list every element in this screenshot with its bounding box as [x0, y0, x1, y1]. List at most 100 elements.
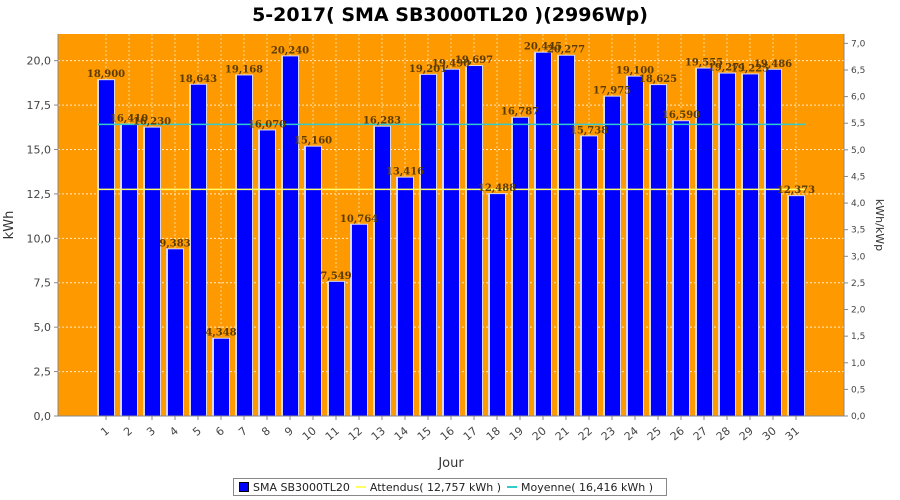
x-tick-label: 9: [282, 424, 296, 438]
data-label: 19,168: [225, 64, 263, 75]
y2-axis-title: kWh/kWp: [873, 199, 886, 251]
bar: [697, 68, 712, 416]
x-tick-label: 22: [576, 424, 595, 443]
data-label: 16,410: [110, 113, 148, 124]
bar: [467, 66, 482, 416]
data-label: 4,348: [205, 328, 236, 339]
bar: [306, 146, 321, 417]
y-tick-label: 12,5: [27, 188, 52, 201]
y2-tick-label: 2,5: [851, 279, 865, 289]
legend-swatch-attendus: [355, 486, 366, 488]
x-tick-label: 7: [236, 424, 250, 438]
x-tick-label: 20: [530, 424, 549, 443]
data-label: 16,230: [133, 117, 171, 128]
y2-tick-label: 0,5: [851, 385, 865, 395]
data-label: 13,416: [386, 167, 424, 178]
data-label: 20,445: [524, 42, 562, 53]
x-tick-label: 2: [121, 424, 135, 438]
x-tick-label: 16: [438, 424, 457, 443]
y2-tick-label: 6,5: [851, 66, 865, 76]
bar: [513, 117, 528, 417]
bar: [375, 126, 390, 416]
legend-swatch-moyenne: [507, 486, 518, 488]
x-axis-title: Jour: [437, 456, 464, 471]
x-tick-label: 11: [323, 424, 342, 443]
y2-tick-label: 1,0: [851, 359, 866, 369]
x-tick-label: 29: [737, 424, 756, 443]
data-label: 9,383: [159, 238, 190, 249]
data-label: 10,764: [340, 214, 378, 225]
chart-title: 5-2017( SMA SB3000TL20 )(2996Wp): [252, 4, 648, 26]
x-tick-label: 3: [144, 424, 158, 438]
bar: [214, 338, 229, 416]
data-label: 16,787: [501, 107, 539, 118]
y2-tick-label: 5,5: [851, 119, 865, 129]
x-tick-label: 27: [691, 424, 710, 443]
x-tick-label: 31: [783, 424, 802, 443]
y2-tick-label: 3,5: [851, 226, 865, 236]
data-label: 20,240: [271, 45, 309, 56]
data-label: 17,975: [593, 86, 631, 97]
data-label: 19,697: [455, 55, 493, 66]
bar: [260, 130, 275, 416]
bar: [237, 75, 252, 416]
x-tick-label: 4: [167, 424, 181, 438]
legend-swatch-series: [239, 482, 249, 492]
y2-tick-label: 2,0: [851, 306, 866, 316]
y2-tick-label: 6,0: [851, 93, 866, 103]
bar: [536, 52, 551, 416]
bar: [559, 55, 574, 416]
legend-item-moyenne: Moyenne( 16,416 kWh ): [507, 481, 653, 494]
x-tick-label: 8: [259, 424, 273, 438]
data-label: 19,490: [432, 59, 470, 70]
data-label: 7,549: [320, 271, 351, 282]
data-label: 19,201: [409, 64, 447, 75]
axes: 0,02,55,07,510,012,515,017,520,00,00,51,…: [27, 34, 866, 443]
y2-tick-label: 1,5: [851, 332, 865, 342]
y2-tick-label: 0,0: [851, 412, 866, 422]
data-label: 16,590: [662, 110, 700, 121]
x-tick-label: 12: [346, 424, 365, 443]
data-label: 19,555: [685, 58, 723, 69]
x-tick-label: 13: [369, 424, 388, 443]
x-tick-label: 19: [507, 424, 526, 443]
x-tick-label: 18: [484, 424, 503, 443]
bar: [421, 74, 436, 416]
legend-label-series: SMA SB3000TL20: [253, 480, 350, 494]
bar: [352, 224, 367, 416]
data-label: 16,070: [248, 119, 286, 130]
x-tick-label: 15: [415, 424, 434, 443]
y2-tick-label: 5,0: [851, 146, 866, 156]
bars-group: [97, 51, 805, 417]
bar: [283, 56, 298, 417]
data-label: 19,225: [731, 63, 769, 74]
data-label: 18,643: [179, 74, 217, 85]
x-tick-label: 10: [300, 424, 319, 443]
legend-label-moyenne: Moyenne( 16,416 kWh ): [521, 480, 654, 494]
data-label: 12,373: [777, 185, 815, 196]
bar: [490, 194, 505, 416]
x-tick-label: 30: [760, 424, 779, 443]
bar: [329, 281, 344, 416]
legend-item-attendus: Attendus( 12,757 kWh ): [355, 480, 502, 494]
data-label: 19,271: [708, 63, 746, 74]
x-tick-label: 28: [714, 424, 733, 443]
data-label: 18,900: [87, 69, 125, 80]
y-tick-label: 10,0: [27, 232, 52, 245]
bar: [743, 74, 758, 416]
y2-tick-label: 4,5: [851, 172, 865, 182]
legend-label-attendus: Attendus( 12,757 kWh ): [369, 480, 502, 494]
y2-tick-label: 7,0: [851, 39, 866, 49]
y-tick-label: 2,5: [34, 366, 52, 379]
y-tick-label: 20,0: [27, 55, 52, 68]
bar: [651, 85, 666, 417]
bar: [766, 69, 781, 416]
legend-item-series: SMA SB3000TL20: [239, 481, 350, 494]
bar: [145, 127, 160, 416]
x-tick-label: 5: [190, 424, 204, 438]
bar: [168, 249, 183, 416]
bar: [444, 69, 459, 416]
y2-tick-label: 4,0: [851, 199, 866, 209]
